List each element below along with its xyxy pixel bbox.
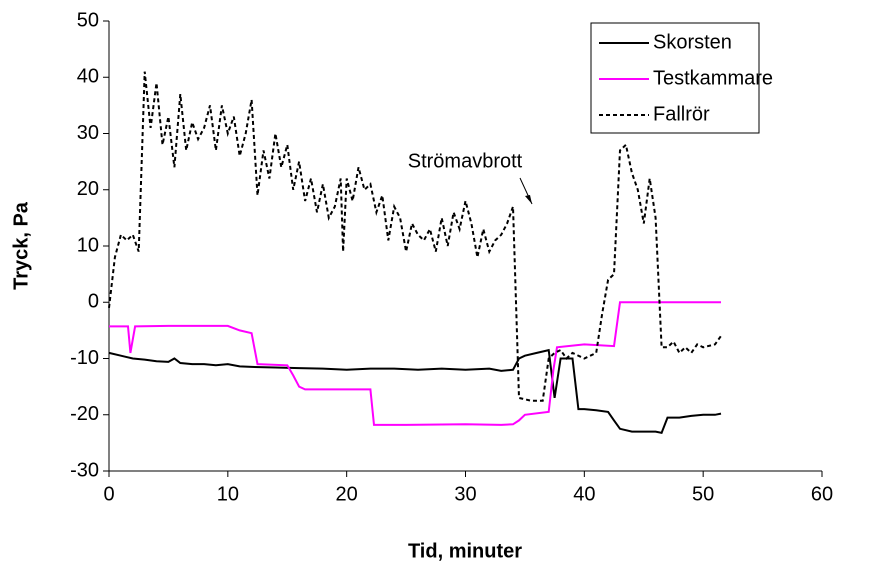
y-tick-label: 50 [77,9,99,31]
x-tick-label: 30 [454,483,476,505]
y-tick-label: 0 [88,291,99,313]
legend-label: Skorsten [653,31,732,53]
x-tick-label: 40 [573,483,595,505]
y-tick-label: 20 [77,178,99,200]
legend-label: Testkammare [653,67,773,89]
x-tick-label: 50 [692,483,714,505]
x-axis-label: Tid, minuter [408,540,522,562]
x-tick-label: 60 [811,483,833,505]
y-tick-label: -30 [70,459,99,481]
y-tick-label: 30 [77,122,99,144]
y-axis-label: Tryck, Pa [10,201,32,290]
annotation: Strömavbrott [408,150,523,172]
x-tick-label: 10 [217,483,239,505]
line-series [109,301,721,426]
x-tick-label: 0 [103,483,114,505]
legend-label: Fallrör [653,103,710,125]
annotation-arrowhead [525,195,532,204]
y-tick-label: 40 [77,66,99,88]
y-tick-label: -10 [70,347,99,369]
line-series [108,348,722,434]
x-tick-label: 20 [336,483,358,505]
y-tick-label: 10 [77,234,99,256]
y-tick-label: -20 [70,403,99,425]
line-series [108,71,722,402]
